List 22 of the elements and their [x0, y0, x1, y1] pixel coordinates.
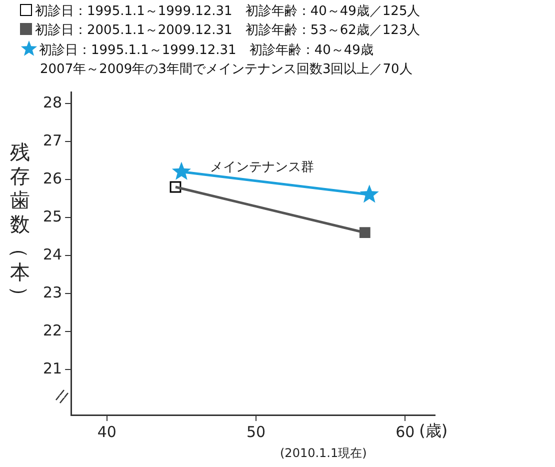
point	[359, 227, 370, 238]
text: (2010.1.1現在)	[280, 445, 367, 462]
y-tick-label: 25	[42, 207, 62, 226]
text: 2007年～2009年の3年間でメインテナンス回数3回以上／70人	[39, 61, 414, 79]
y-axis-title: 残存歯数（本）	[8, 140, 32, 308]
legend-label: 初診日：1995.1.1～1999.12.31 初診年齢：40～49歳	[39, 43, 374, 58]
x-tick-label: 40	[97, 422, 116, 441]
annotation: メインテナンス群	[210, 159, 314, 176]
y-tick-label: 24	[42, 245, 62, 264]
point	[172, 162, 191, 180]
y-tick-label: 28	[42, 93, 62, 112]
x-tick-label: 50	[246, 422, 266, 441]
y-tick-label: 26	[42, 169, 62, 188]
legend-label: 初診日：1995.1.1～1999.12.31 初診年齢：40～49歳／125人	[35, 4, 420, 19]
y-tick-label: 22	[42, 321, 62, 340]
x-tick-label: 60	[396, 422, 415, 441]
y-tick-label: 27	[42, 131, 62, 150]
point	[360, 184, 379, 203]
legend-label: 初診日：2005.1.1～2009.12.31 初診年齢：53～62歳／123人	[35, 23, 420, 38]
y-tick-label: 23	[42, 283, 62, 302]
y-tick-label: 21	[42, 359, 62, 378]
x-axis-title: (歳)	[419, 421, 448, 440]
